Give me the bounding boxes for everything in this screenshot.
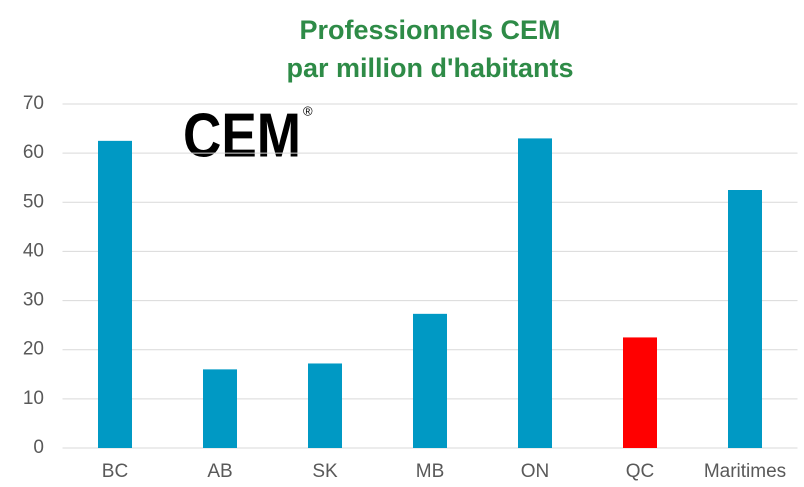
chart-title: Professionnels CEM [299, 15, 560, 45]
y-tick-label: 30 [23, 290, 44, 311]
x-tick-label: BC [102, 461, 128, 482]
bar [623, 337, 657, 448]
x-tick-label: QC [626, 461, 655, 482]
x-tick-label: SK [312, 461, 338, 482]
y-tick-label: 0 [33, 437, 44, 458]
bar [413, 313, 447, 448]
bar [308, 363, 342, 448]
y-tick-label: 70 [23, 93, 44, 114]
bar [203, 369, 237, 448]
x-tick-label: Maritimes [704, 461, 786, 482]
bar [98, 140, 132, 448]
chart-title: par million d'habitants [287, 53, 574, 83]
y-tick-label: 20 [23, 339, 44, 360]
y-tick-label: 50 [23, 191, 44, 212]
y-tick-label: 10 [23, 388, 44, 409]
x-tick-label: ON [521, 461, 550, 482]
x-tick-label: AB [207, 461, 232, 482]
logo-mark: ® [303, 103, 313, 118]
y-tick-label: 60 [23, 142, 44, 163]
y-tick-label: 40 [23, 240, 44, 261]
bar [728, 190, 762, 448]
bar [518, 138, 552, 448]
logo: CEM [183, 101, 301, 170]
x-tick-label: MB [416, 461, 445, 482]
